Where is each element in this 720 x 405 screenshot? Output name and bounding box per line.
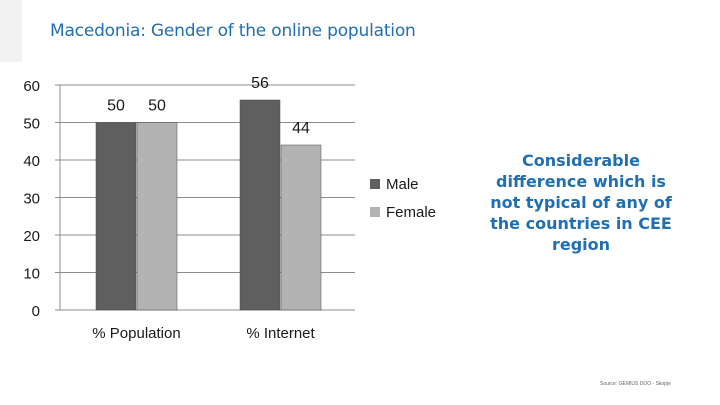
data-label: 50 xyxy=(107,98,125,115)
legend-label-male: Male xyxy=(386,176,419,193)
y-tick-label: 50 xyxy=(23,116,40,133)
y-tick-label: 60 xyxy=(23,78,40,95)
bar-female-0 xyxy=(136,122,178,311)
data-labels: 50 50 56 44 xyxy=(107,75,310,137)
legend-label-female: Female xyxy=(386,204,436,221)
y-tick-label: 40 xyxy=(23,153,40,170)
y-tick-label: 20 xyxy=(23,228,40,245)
legend-swatch-female xyxy=(370,207,380,217)
title-accent-bar xyxy=(0,0,22,62)
data-label: 50 xyxy=(148,98,166,115)
x-category-label: % Population xyxy=(92,325,180,342)
bars xyxy=(95,99,322,311)
y-tick-label: 30 xyxy=(23,191,40,208)
y-tick-label: 10 xyxy=(23,266,40,283)
axes: 0 10 20 30 40 50 60 % Population % Internet xyxy=(23,78,355,342)
page-title: Macedonia: Gender of the online populati… xyxy=(50,21,416,41)
source-note: Source: GEMIUS DOO - Skopje xyxy=(600,381,671,387)
data-label: 44 xyxy=(292,120,310,137)
bar-male-0 xyxy=(95,122,137,311)
bar-female-1 xyxy=(280,144,322,311)
data-label: 56 xyxy=(251,75,269,92)
y-tick-label: 0 xyxy=(32,303,40,320)
legend-swatch-male xyxy=(370,179,380,189)
bar-male-1 xyxy=(239,99,281,311)
legend: Male Female xyxy=(370,176,436,221)
annotation-text: Considerable difference which is not typ… xyxy=(490,151,672,254)
x-category-label: % Internet xyxy=(246,325,315,342)
